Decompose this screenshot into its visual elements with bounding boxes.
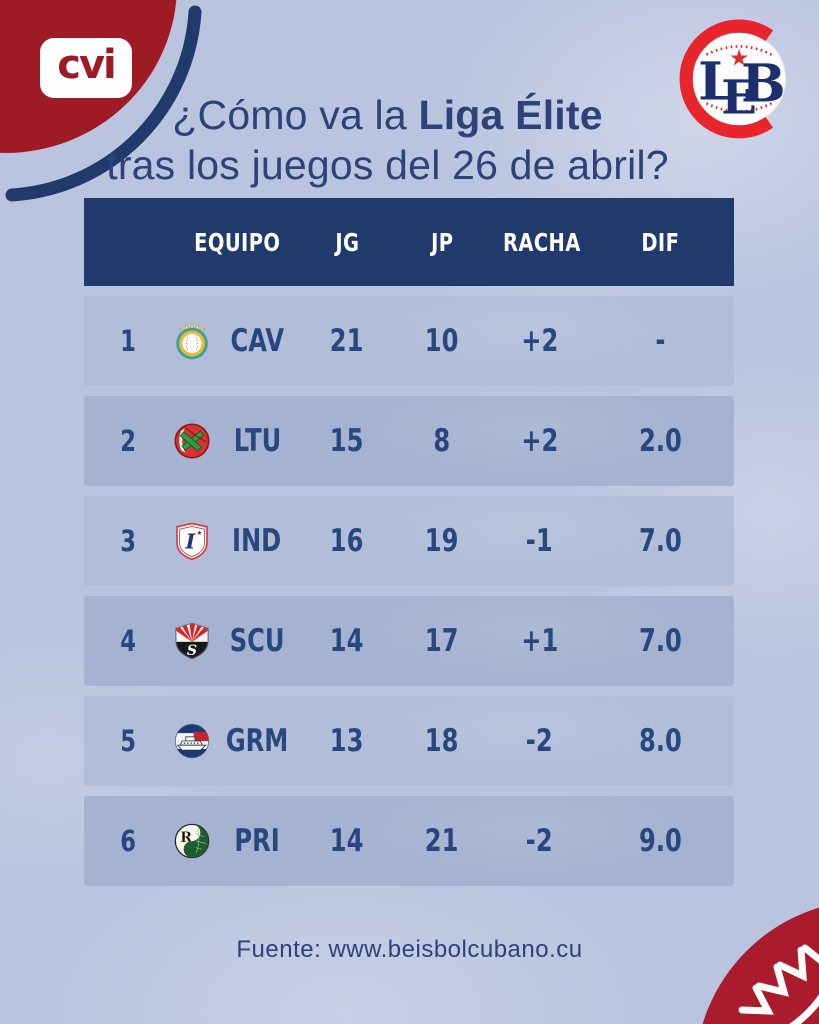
jp-value: 10 — [425, 323, 459, 359]
dif-value: 8.0 — [639, 723, 682, 759]
table-header-row: EQUIPO JG JP RACHA DIF — [84, 198, 734, 286]
rank-value: 2 — [120, 424, 136, 458]
header-dif: DIF — [641, 227, 680, 257]
team-code: SCU — [229, 623, 285, 659]
jg-value: 14 — [330, 823, 364, 859]
standings-table: EQUIPO JG JP RACHA DIF 1 — [84, 198, 734, 886]
jp-value: 19 — [425, 523, 459, 559]
dif-value: 2.0 — [639, 423, 682, 459]
rank-value: 6 — [120, 824, 136, 858]
dif-value: 9.0 — [639, 823, 682, 859]
cvi-logo-text: cvi — [57, 42, 116, 88]
jp-value: 21 — [425, 823, 459, 859]
jp-value: 17 — [425, 623, 459, 659]
dif-value: 7.0 — [639, 523, 682, 559]
rank-value: 5 — [120, 724, 136, 758]
racha-value: +1 — [520, 623, 559, 659]
leb-letter-l: L — [698, 50, 735, 112]
scu-logo-icon: S — [175, 622, 209, 660]
leb-letter-e: E — [721, 71, 757, 126]
ltu-logo-icon — [174, 423, 210, 459]
table-row-grm: 5 GRM 13 18 — [84, 696, 734, 786]
header-racha: RACHA — [502, 227, 581, 257]
baseball-corner-bottom-right — [702, 907, 819, 1024]
cav-logo-icon — [176, 322, 208, 360]
svg-text:I: I — [184, 529, 196, 554]
rank-value: 3 — [120, 524, 136, 558]
racha-value: -1 — [526, 523, 553, 559]
pri-logo-icon: R — [174, 823, 210, 859]
title-line-2: tras los juegos del 26 de abril? — [106, 142, 669, 189]
team-code: PRI — [234, 823, 280, 859]
header-equipo: EQUIPO — [193, 227, 281, 257]
page-title: ¿Cómo va la Liga Élite tras los juegos d… — [0, 90, 797, 190]
jg-value: 13 — [330, 723, 364, 759]
leb-star-icon: ★ — [730, 47, 747, 70]
rank-value: 4 — [120, 624, 136, 658]
team-code: CAV — [230, 323, 284, 359]
jg-value: 16 — [330, 523, 364, 559]
source-credit: Fuente: www.beisbolcubano.cu — [236, 936, 583, 963]
jp-value: 8 — [433, 423, 451, 459]
svg-text:S: S — [187, 643, 197, 659]
racha-value: -2 — [526, 723, 553, 759]
leb-letter-b: B — [741, 52, 786, 114]
team-code: GRM — [225, 723, 289, 759]
svg-text:★: ★ — [197, 529, 203, 537]
table-row-cav: 1 CAV 21 10 +2 - — [84, 296, 734, 386]
ind-logo-icon: I ★ — [176, 522, 208, 561]
jg-value: 14 — [330, 623, 364, 659]
table-row-ltu: 2 LTU 15 8 +2 2.0 — [84, 396, 734, 486]
team-code: IND — [232, 523, 282, 559]
team-code: LTU — [233, 423, 281, 459]
grm-logo-icon — [174, 723, 210, 759]
cvi-logo: cvi — [40, 38, 132, 98]
jg-value: 21 — [330, 323, 364, 359]
header-jg: JG — [334, 227, 360, 257]
table-row-ind: 3 I ★ IND 16 19 -1 7.0 — [84, 496, 734, 586]
svg-text:R: R — [180, 830, 192, 846]
jg-value: 15 — [330, 423, 364, 459]
racha-value: -2 — [526, 823, 553, 859]
title-line-1: ¿Cómo va la Liga Élite — [172, 92, 603, 138]
header-jp: JP — [430, 227, 454, 257]
racha-value: +2 — [520, 323, 559, 359]
dif-value: 7.0 — [639, 623, 682, 659]
table-row-pri: 6 R PRI 14 21 -2 9.0 — [84, 796, 734, 886]
racha-value: +2 — [520, 423, 559, 459]
dif-value: - — [655, 323, 666, 359]
table-row-scu: 4 S SCU 14 17 +1 — [84, 596, 734, 686]
rank-value: 1 — [120, 324, 136, 358]
leb-league-logo: L B E ★ — [679, 19, 787, 139]
jp-value: 18 — [425, 723, 459, 759]
